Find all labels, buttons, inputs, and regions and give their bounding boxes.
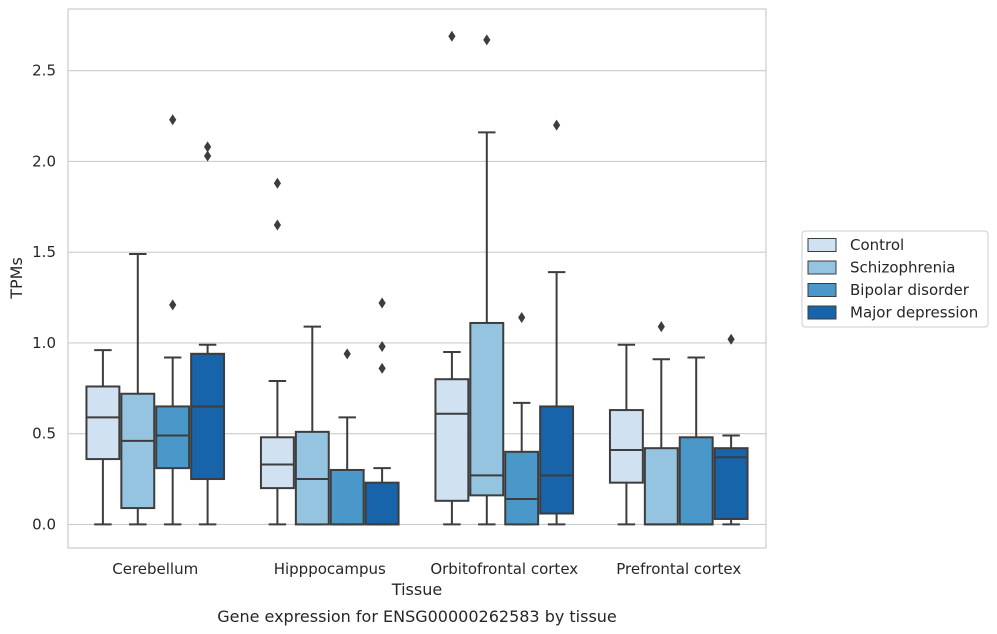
box-body bbox=[190, 352, 226, 481]
y-tick-label: 1.0 bbox=[32, 334, 56, 352]
legend-label: Bipolar disorder bbox=[850, 281, 970, 299]
outlier-point bbox=[378, 297, 386, 309]
y-tick-label: 0.5 bbox=[32, 425, 56, 443]
plot-area-frame bbox=[67, 8, 767, 549]
box-body bbox=[155, 405, 191, 470]
outlier-point bbox=[273, 219, 281, 231]
outlier-point bbox=[343, 348, 351, 360]
box-schizophrenia bbox=[294, 325, 330, 526]
box-body bbox=[504, 450, 540, 526]
y-tick-label: 2.0 bbox=[32, 152, 56, 170]
y-axis-ticks: 0.0 0.5 1.0 1.5 2.0 2.5 bbox=[32, 62, 56, 534]
x-axis-label: Tissue bbox=[391, 580, 442, 599]
box-body bbox=[259, 436, 295, 490]
outlier-point bbox=[169, 299, 177, 311]
outlier-point bbox=[553, 119, 561, 131]
x-tick-label: Prefrontal cortex bbox=[616, 560, 741, 578]
y-axis-label: TPMs bbox=[7, 257, 26, 300]
box-body bbox=[120, 392, 156, 510]
legend: Control Schizophrenia Bipolar disorder Majo… bbox=[801, 230, 989, 328]
chart-caption: Gene expression for ENSG00000262583 by t… bbox=[217, 607, 617, 626]
legend-swatch bbox=[807, 283, 837, 297]
box-bipolar-disorder bbox=[155, 114, 191, 526]
legend-frame bbox=[801, 230, 989, 328]
legend-label: Control bbox=[850, 236, 904, 254]
legend-label: Schizophrenia bbox=[850, 259, 955, 277]
box-schizophrenia bbox=[643, 321, 679, 526]
box-major-depression bbox=[713, 333, 749, 526]
outlier-point bbox=[273, 177, 281, 189]
x-axis-ticks: Cerebellum Hipppocampus Orbitofrontal cort… bbox=[112, 560, 741, 578]
box-body bbox=[469, 321, 505, 497]
box-control bbox=[434, 30, 470, 526]
box-schizophrenia bbox=[469, 34, 505, 526]
box-series bbox=[85, 30, 749, 526]
outlier-point bbox=[727, 333, 735, 345]
y-tick-label: 0.0 bbox=[32, 515, 56, 533]
outlier-point bbox=[483, 34, 491, 46]
box-control bbox=[85, 349, 121, 526]
y-tick-label: 1.5 bbox=[32, 243, 56, 261]
outlier-point bbox=[657, 321, 665, 333]
outlier-point bbox=[169, 114, 177, 126]
box-control bbox=[608, 343, 644, 526]
box-body bbox=[329, 468, 365, 526]
box-major-depression bbox=[539, 119, 575, 526]
box-body bbox=[643, 447, 679, 526]
box-body bbox=[608, 409, 644, 484]
box-bipolar-disorder bbox=[329, 348, 365, 526]
outlier-point bbox=[204, 141, 212, 153]
y-tick-label: 2.5 bbox=[32, 62, 56, 80]
legend-swatch bbox=[807, 260, 837, 275]
outlier-point bbox=[378, 341, 386, 353]
x-tick-label: Cerebellum bbox=[112, 560, 198, 578]
outlier-point bbox=[378, 362, 386, 374]
x-tick-label: Hipppocampus bbox=[274, 560, 386, 578]
outlier-point bbox=[448, 30, 456, 42]
box-body bbox=[85, 385, 121, 461]
box-body bbox=[364, 481, 400, 526]
box-major-depression bbox=[364, 297, 400, 526]
box-bipolar-disorder bbox=[504, 312, 540, 526]
box-body bbox=[434, 378, 470, 502]
legend-swatch bbox=[807, 305, 837, 320]
x-tick-label: Orbitofrontal cortex bbox=[430, 560, 578, 578]
box-body bbox=[713, 447, 749, 520]
outlier-point bbox=[204, 150, 212, 162]
box-bipolar-disorder bbox=[678, 356, 714, 526]
outlier-point bbox=[518, 312, 526, 324]
box-control bbox=[259, 177, 295, 526]
legend-label: Major depression bbox=[850, 304, 978, 322]
box-body bbox=[539, 405, 575, 515]
box-body bbox=[678, 436, 714, 526]
legend-swatch bbox=[807, 238, 837, 252]
box-schizophrenia bbox=[120, 253, 156, 526]
box-major-depression bbox=[190, 141, 226, 526]
